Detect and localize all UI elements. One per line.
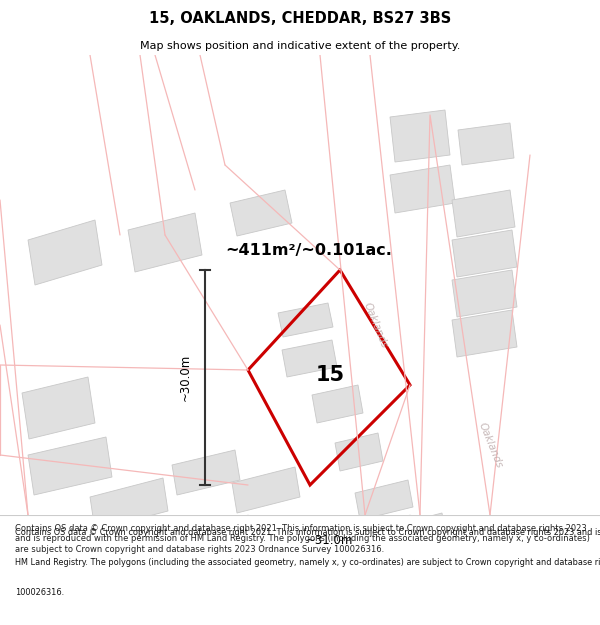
Polygon shape	[128, 213, 202, 272]
Text: 100026316.: 100026316.	[15, 588, 64, 597]
Polygon shape	[230, 190, 292, 236]
Text: 15: 15	[316, 365, 344, 385]
Polygon shape	[232, 467, 300, 513]
Polygon shape	[335, 433, 383, 471]
Text: 15, OAKLANDS, CHEDDAR, BS27 3BS: 15, OAKLANDS, CHEDDAR, BS27 3BS	[149, 11, 451, 26]
Polygon shape	[278, 303, 333, 337]
Polygon shape	[452, 310, 517, 357]
Text: ~30.0m: ~30.0m	[179, 354, 192, 401]
Polygon shape	[312, 385, 363, 423]
Text: Oaklands: Oaklands	[361, 301, 389, 349]
Polygon shape	[452, 230, 517, 277]
Polygon shape	[452, 270, 517, 317]
Text: Oaklands: Oaklands	[476, 421, 503, 469]
Polygon shape	[452, 190, 515, 237]
Polygon shape	[282, 340, 337, 377]
Polygon shape	[388, 513, 447, 557]
Text: Contains OS data © Crown copyright and database right 2021. This information is : Contains OS data © Crown copyright and d…	[15, 528, 600, 538]
Text: HM Land Registry. The polygons (including the associated geometry, namely x, y c: HM Land Registry. The polygons (includin…	[15, 558, 600, 567]
Text: ~411m²/~0.101ac.: ~411m²/~0.101ac.	[225, 242, 392, 258]
Polygon shape	[355, 480, 413, 520]
Polygon shape	[390, 110, 450, 162]
Polygon shape	[28, 437, 112, 495]
Text: Map shows position and indicative extent of the property.: Map shows position and indicative extent…	[140, 41, 460, 51]
Text: Contains OS data © Crown copyright and database right 2021. This information is : Contains OS data © Crown copyright and d…	[15, 524, 590, 554]
Polygon shape	[172, 450, 240, 495]
Polygon shape	[390, 165, 455, 213]
Polygon shape	[22, 377, 95, 439]
Polygon shape	[458, 123, 514, 165]
Text: ~31.0m: ~31.0m	[305, 534, 353, 547]
Polygon shape	[90, 478, 168, 530]
Polygon shape	[28, 220, 102, 285]
